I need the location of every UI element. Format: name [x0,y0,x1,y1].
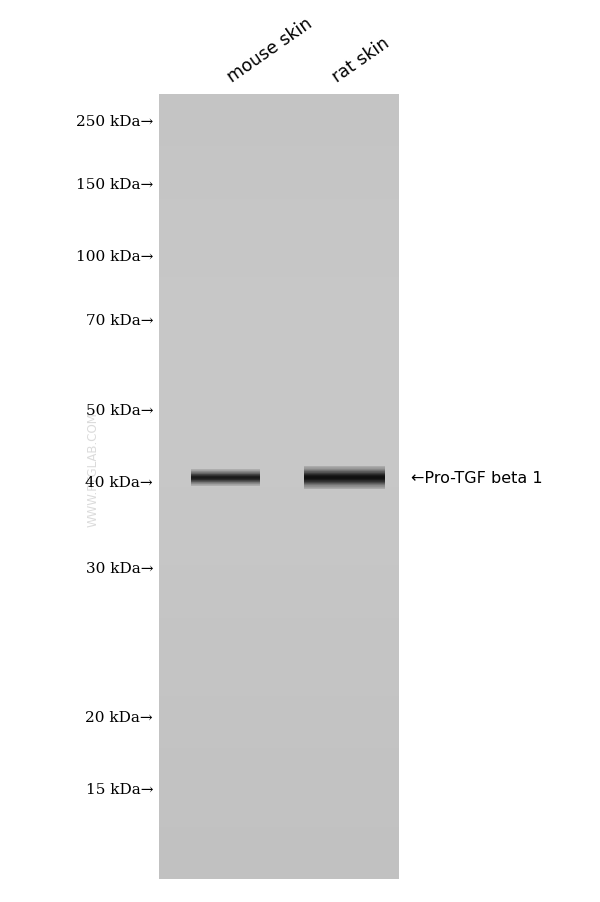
Text: ←Pro-TGF beta 1: ←Pro-TGF beta 1 [411,471,542,485]
Text: 150 kDa→: 150 kDa→ [76,178,153,192]
Text: 50 kDa→: 50 kDa→ [86,403,153,418]
Bar [159,356,399,382]
Bar [159,827,399,853]
Bar [159,330,399,356]
Bar [159,173,399,199]
Bar [159,199,399,226]
Bar [159,513,399,539]
Bar [159,409,399,435]
Bar [159,592,399,618]
Bar [159,435,399,461]
Bar [159,644,399,670]
Bar [159,226,399,252]
Bar [159,95,399,121]
Bar [159,723,399,749]
Bar [159,749,399,775]
Text: 40 kDa→: 40 kDa→ [85,475,153,490]
Bar [159,304,399,330]
Bar [159,618,399,644]
Text: 20 kDa→: 20 kDa→ [85,710,153,724]
Bar [159,539,399,566]
Text: WWW.PTGLAB.COM: WWW.PTGLAB.COM [86,411,100,527]
Text: 100 kDa→: 100 kDa→ [76,250,153,264]
Text: 70 kDa→: 70 kDa→ [86,313,153,327]
Bar [159,95,399,879]
Bar [159,382,399,409]
Text: mouse skin: mouse skin [224,14,316,86]
Text: 15 kDa→: 15 kDa→ [86,782,153,796]
Bar [159,775,399,801]
Bar [159,121,399,147]
Bar [159,801,399,827]
Bar [159,487,399,513]
Text: 30 kDa→: 30 kDa→ [86,561,153,575]
Text: rat skin: rat skin [329,33,392,86]
Bar [159,853,399,879]
Bar [159,696,399,723]
Bar [159,278,399,304]
Bar [159,461,399,487]
Bar [159,670,399,696]
Bar [159,252,399,278]
Bar [159,566,399,592]
Text: 250 kDa→: 250 kDa→ [76,115,153,129]
Bar [159,147,399,173]
